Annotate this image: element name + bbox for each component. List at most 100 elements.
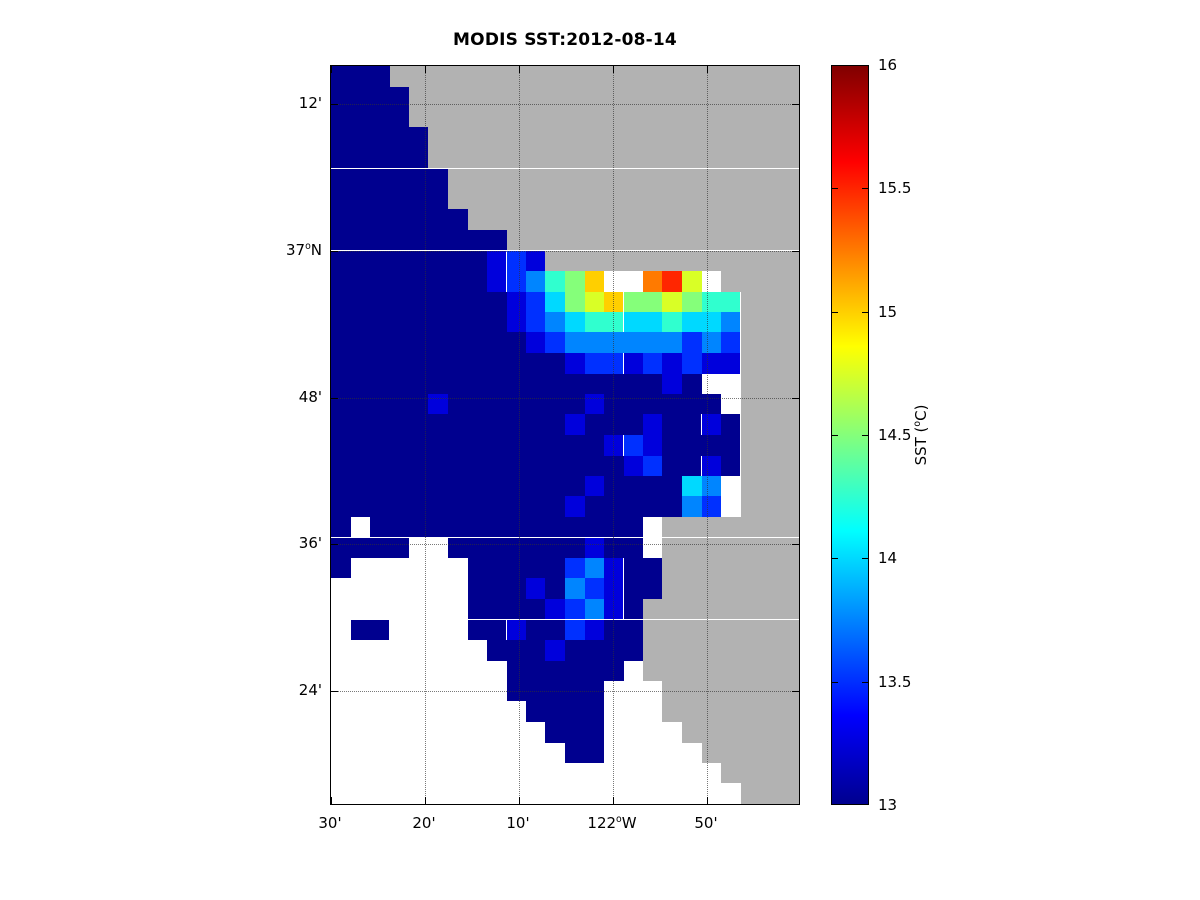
sst-cell xyxy=(331,86,409,107)
colorbar-tick xyxy=(862,681,868,683)
sst-cell xyxy=(409,86,799,107)
sst-cell xyxy=(409,107,799,128)
sst-cell xyxy=(331,311,507,333)
sst-cell xyxy=(662,353,682,374)
axis-tick xyxy=(425,66,426,73)
sst-cell xyxy=(584,598,604,620)
axis-tick xyxy=(425,797,426,804)
sst-cell xyxy=(623,558,663,579)
sst-cell xyxy=(603,393,721,415)
sst-cell xyxy=(740,496,799,517)
sst-cell xyxy=(565,271,585,292)
sst-cell xyxy=(565,414,585,435)
sst-cell xyxy=(506,619,526,640)
sst-cell xyxy=(565,353,585,374)
sst-cell xyxy=(701,455,721,476)
sst-cell xyxy=(584,578,604,599)
sst-cell xyxy=(701,496,721,517)
sst-cell xyxy=(720,393,741,415)
sst-cell xyxy=(584,496,682,517)
sst-cell xyxy=(720,332,741,353)
gridline-vertical xyxy=(707,66,708,804)
sst-cell xyxy=(506,229,799,251)
colorbar-tick xyxy=(832,311,838,313)
sst-cell xyxy=(603,722,682,743)
axis-tick xyxy=(792,397,799,399)
gridline-horizontal xyxy=(331,691,799,692)
sst-cell xyxy=(467,578,526,599)
y-tick-label: 37oN xyxy=(285,240,322,259)
sst-cell xyxy=(682,496,702,517)
sst-cell xyxy=(526,332,546,353)
sst-cell xyxy=(584,476,604,497)
axis-tick xyxy=(519,797,520,804)
sst-cell xyxy=(350,558,468,579)
sst-cell xyxy=(720,414,741,435)
colorbar-tick xyxy=(862,435,868,436)
sst-cell xyxy=(506,311,526,333)
sst-cell xyxy=(526,701,604,722)
sst-cell xyxy=(643,598,799,620)
sst-cell xyxy=(682,476,702,497)
axis-tick xyxy=(331,544,338,546)
sst-cell xyxy=(331,229,507,251)
sst-cell xyxy=(331,496,565,517)
sst-cell xyxy=(389,619,468,640)
x-tick-label: 50' xyxy=(694,814,718,832)
sst-cell xyxy=(662,435,741,456)
axis-tick xyxy=(613,66,614,73)
gridline-horizontal xyxy=(331,544,799,546)
sst-cell xyxy=(701,476,721,497)
sst-cell xyxy=(331,127,429,148)
sst-cell xyxy=(643,353,663,374)
x-tick-label: 30' xyxy=(318,814,342,832)
sst-cell xyxy=(506,660,624,681)
sst-cell xyxy=(526,311,546,333)
sst-cell xyxy=(720,311,741,333)
colorbar-tick xyxy=(832,681,838,683)
sst-cell xyxy=(545,271,565,292)
sst-cell xyxy=(526,291,546,312)
sst-cell xyxy=(643,414,663,435)
sst-cell xyxy=(526,619,565,640)
sst-cell xyxy=(506,271,526,292)
axis-tick xyxy=(792,691,799,692)
colorbar-title: SST (oC) xyxy=(912,404,930,466)
sst-cell xyxy=(623,660,643,681)
y-tick-label: 12' xyxy=(298,94,322,112)
sst-cell xyxy=(662,311,682,333)
sst-cell xyxy=(623,291,663,312)
sst-cell xyxy=(584,558,604,579)
sst-cell xyxy=(740,353,799,374)
gridline-vertical xyxy=(613,66,614,804)
sst-cell xyxy=(662,271,682,292)
colorbar-tick-label: 14.5 xyxy=(878,426,912,444)
sst-cell xyxy=(720,762,799,784)
sst-cell xyxy=(701,291,741,312)
sst-cell xyxy=(331,783,741,804)
sst-cell xyxy=(584,271,604,292)
sst-cells-layer xyxy=(331,66,799,804)
sst-cell xyxy=(701,742,799,763)
sst-cell xyxy=(623,311,663,333)
sst-cell xyxy=(331,558,351,579)
axis-tick xyxy=(331,797,332,804)
sst-cell xyxy=(331,722,546,743)
sst-cell xyxy=(740,291,799,312)
colorbar-tick-label: 15.5 xyxy=(878,179,912,198)
sst-cell xyxy=(740,332,799,353)
sst-cell xyxy=(545,722,604,743)
sst-cell xyxy=(740,393,799,415)
sst-cell xyxy=(584,393,604,415)
sst-cell xyxy=(662,455,702,476)
sst-cell xyxy=(331,476,585,497)
sst-cell xyxy=(584,537,604,558)
sst-cell xyxy=(331,189,448,210)
sst-cell xyxy=(506,250,526,271)
grid-lines-layer xyxy=(331,66,799,804)
sst-cell xyxy=(545,311,565,333)
sst-cell xyxy=(331,455,624,476)
sst-cell xyxy=(720,496,741,517)
sst-cell xyxy=(643,660,799,681)
sst-cell xyxy=(331,168,448,189)
